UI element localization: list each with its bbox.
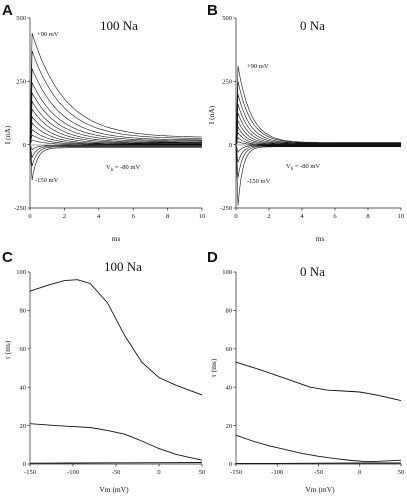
panel-b-series-11: [235, 144, 401, 163]
panel-a-series-3: [29, 82, 202, 145]
panel-d-series-1: [235, 434, 402, 463]
panel-c-chart: -150 -100 -50 0 50 0 20 40 60 80 100 τ (ms) Vm (mV…: [3, 269, 205, 494]
panel-d-ytick-3: 60: [226, 346, 233, 353]
panel-b-xtick-0: 0: [234, 213, 237, 220]
panel-d-xtick-3: 0: [358, 469, 361, 476]
panel-a-series-12: [29, 144, 202, 151]
panel-b-ylabel: I (nA): [207, 105, 216, 124]
panel-c-ytick-0: 0: [23, 461, 26, 468]
panel-b-xlabel: ms: [316, 234, 325, 243]
panel-b-series-6: [235, 125, 401, 145]
panel-b-ytick-3: 500: [222, 15, 232, 22]
panel-d-series-0: [235, 361, 402, 402]
panel-a-series-0: [29, 33, 202, 145]
panel-a-ytick-2: 250: [16, 79, 26, 86]
panel-a-series-6: [29, 108, 202, 145]
panel-d-xtick-0: -150: [230, 469, 242, 476]
panel-a-xtick-3: 6: [132, 213, 136, 220]
panel-b-series-0: [235, 66, 401, 145]
panel-a-xtick-0: 0: [28, 213, 31, 220]
panel-a-series-5: [29, 100, 203, 145]
panel-b-xtick-5: 10: [398, 213, 405, 220]
panel-b-series-10: [235, 144, 401, 153]
panel-a-series-1: [29, 50, 202, 145]
panel-c-xlabel: Vm (mV): [99, 485, 129, 494]
panel-d-chart: -150 -100 -50 0 50 0 20 40 60 80 100 τ (ms) Vm (mV…: [209, 269, 404, 494]
panel-a-xtick-4: 8: [166, 213, 169, 220]
panel-a-ytick-3: 500: [16, 15, 26, 22]
panel-c-series-0: [29, 279, 203, 396]
panel-d-xlabel: Vm (mV): [305, 485, 335, 494]
panel-c-ytick-1: 20: [20, 423, 27, 430]
panel-c-title: 100 Na: [104, 259, 142, 274]
panel-d-title: 0 Na: [300, 264, 325, 279]
panel-d-xtick-4: 50: [398, 469, 405, 476]
panel-a-title: 100 Na: [100, 18, 138, 33]
panel-label-a: A: [2, 2, 13, 19]
panel-a-series-13: [29, 144, 202, 159]
panel-c-series-2: [29, 462, 203, 464]
panel-a-series-2: [29, 68, 202, 145]
panel-b-annot-hold: Vh = -80 mV: [286, 163, 320, 172]
panel-b-xtick-2: 4: [300, 213, 304, 220]
panel-a-series-11: [29, 139, 202, 145]
panel-b-series-2: [235, 93, 401, 145]
panel-c-xtick-3: 0: [157, 469, 160, 476]
panel-label-b: B: [207, 2, 218, 19]
panel-b-title: 0 Na: [300, 18, 325, 33]
panel-b-ytick-2: 250: [222, 79, 232, 86]
panel-a-series-14: [29, 144, 202, 167]
panel-d-ytick-0: 0: [229, 461, 232, 468]
panel-d-xtick-2: -50: [314, 469, 323, 476]
panel-a-ytick-1: 0: [23, 142, 26, 149]
panel-d-ytick-5: 100: [222, 269, 232, 276]
panel-b-series-9: [235, 141, 401, 145]
panel-d-ytick-4: 80: [226, 308, 233, 315]
panel-label-c: C: [2, 249, 13, 266]
panel-c-xtick-2: -50: [112, 469, 121, 476]
panel-d-ytick-2: 40: [226, 384, 233, 391]
panel-a-annot-hold: Vh = -80 mV: [106, 164, 140, 173]
panel-a-xtick-2: 4: [97, 213, 101, 220]
panel-d-ytick-1: 20: [226, 423, 233, 430]
panel-c-xtick-0: -150: [24, 469, 36, 476]
panel-b-xtick-3: 6: [333, 213, 337, 220]
panel-label-d: D: [207, 249, 218, 266]
panel-a-xlabel: ms: [112, 234, 121, 243]
panel-a-series-15: [29, 144, 202, 181]
panel-c-xtick-1: -100: [67, 469, 79, 476]
panel-d-xtick-1: -100: [271, 469, 283, 476]
panel-b-ytick-1: 0: [229, 142, 232, 149]
panel-d-ylabel: τ (ms): [209, 358, 218, 377]
panel-c-ytick-2: 40: [20, 384, 27, 391]
panel-a-xtick-5: 10: [199, 213, 206, 220]
panel-b-xtick-4: 8: [366, 213, 369, 220]
panel-b-series-12: [235, 144, 401, 178]
panel-b-annot-bottom: -150 mV: [247, 178, 271, 185]
panel-c-ytick-3: 60: [20, 346, 27, 353]
panel-b-series-3: [235, 104, 401, 145]
panel-a-series-4: [29, 92, 202, 145]
panel-b-ytick-0: -250: [220, 205, 232, 212]
panel-b-series-5: [235, 120, 401, 145]
panel-a-annot-top: +90 mV: [37, 31, 59, 38]
panel-c-series-1: [29, 423, 203, 461]
panel-c-ylabel: τ (ms): [3, 340, 12, 359]
panel-a-annot-bottom: -150 mV: [35, 177, 59, 184]
panel-a-xtick-1: 2: [63, 213, 66, 220]
panel-a-ylabel: I (nA): [3, 125, 12, 144]
panel-a-ytick-0: -250: [14, 205, 26, 212]
panel-b-xtick-1: 2: [267, 213, 270, 220]
panel-c-ytick-4: 80: [20, 308, 27, 315]
panel-b-annot-top: +90 mV: [247, 63, 269, 70]
panel-c-ytick-5: 100: [16, 269, 26, 276]
panel-c-xtick-4: 50: [199, 469, 206, 476]
panel-a-series-7: [29, 115, 202, 145]
panel-b-series-13: [235, 144, 401, 206]
